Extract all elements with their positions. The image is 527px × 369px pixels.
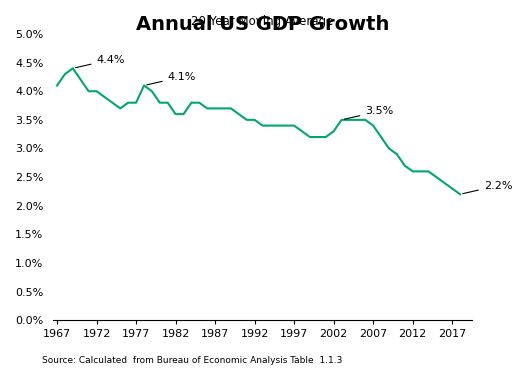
Text: 4.1%: 4.1% (147, 72, 196, 85)
Title: Annual US GDP Growth: Annual US GDP Growth (136, 15, 389, 34)
Text: 3.5%: 3.5% (344, 106, 394, 119)
Text: 4.4%: 4.4% (75, 55, 125, 68)
Text: 2.2%: 2.2% (463, 180, 512, 194)
Text: Source: Calculated  from Bureau of Economic Analysis Table  1.1.3: Source: Calculated from Bureau of Econom… (42, 356, 343, 365)
Text: 20 Year Moving Average: 20 Year Moving Average (191, 15, 334, 28)
